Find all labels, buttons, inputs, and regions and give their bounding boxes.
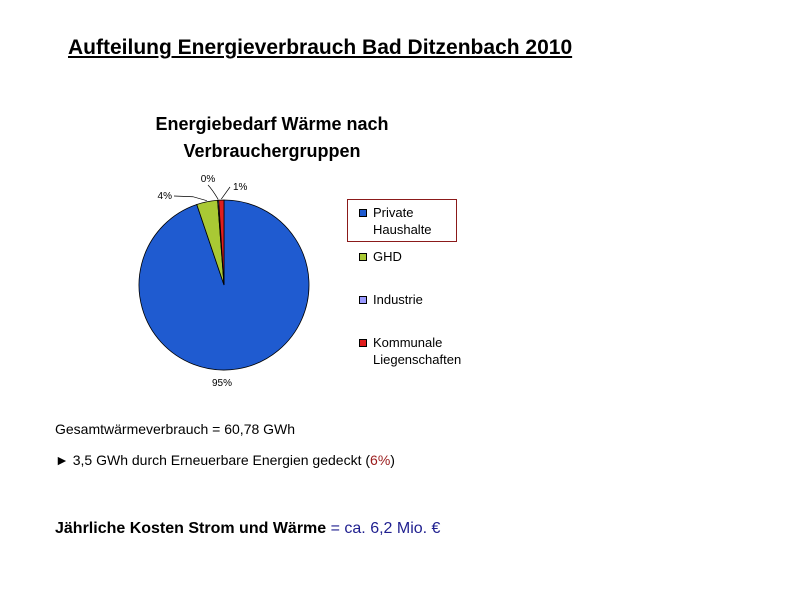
pie-leader-industrie: [207, 184, 219, 200]
annual-costs-line: Jährliche Kosten Strom und Wärme = ca. 6…: [55, 520, 440, 538]
chart-title-line-1: Energiebedarf Wärme nach: [155, 114, 389, 134]
legend-swatch-ghd: [359, 253, 367, 261]
legend-label-private-haushalte: Private Haushalte: [373, 205, 432, 237]
chart-title: Energiebedarf Wärme nach Verbrauchergrup…: [112, 111, 432, 165]
legend-label-ghd: GHD: [373, 249, 402, 264]
legend-label-kommunale-liegenschaften: Kommunale Liegenschaften: [373, 335, 462, 367]
pie-leader-kommunale-liegenschaften: [221, 186, 231, 200]
legend-highlight-box: [347, 199, 457, 242]
chart-legend: Private Haushalte GHD Industrie Kommunal…: [347, 199, 465, 373]
pie-label-industrie: 0%: [201, 174, 216, 185]
chart-title-line-2: Verbrauchergruppen: [183, 141, 361, 161]
slide-title: Aufteilung Energieverbrauch Bad Ditzenba…: [68, 36, 573, 59]
legend-swatch-kommunale-liegenschaften: [359, 339, 367, 347]
pie-leader-ghd: [173, 195, 207, 202]
renewable-energy-line: ► 3,5 GWh durch Erneuerbare Energien ged…: [55, 452, 395, 468]
pie-label-private-haushalte: 95%: [212, 378, 232, 389]
pie-chart: 95% 4% 0% 1%: [138, 174, 310, 389]
legend-swatch-industrie: [359, 296, 367, 304]
annual-costs-value: = ca. 6,2 Mio. €: [326, 520, 441, 537]
legend-swatch-private-haushalte: [359, 209, 367, 217]
pie-label-ghd: 4%: [158, 191, 173, 202]
annual-costs-label: Jährliche Kosten Strom und Wärme: [55, 520, 327, 537]
total-heat-consumption: Gesamtwärmeverbrauch = 60,78 GWh: [55, 421, 296, 437]
pie-slice-kommunale-liegenschaften: [218, 199, 225, 286]
renewable-percentage: 6%: [370, 452, 391, 468]
legend-label-industrie: Industrie: [373, 292, 423, 307]
pie-label-kommunale-liegenschaften: 1%: [233, 182, 248, 193]
